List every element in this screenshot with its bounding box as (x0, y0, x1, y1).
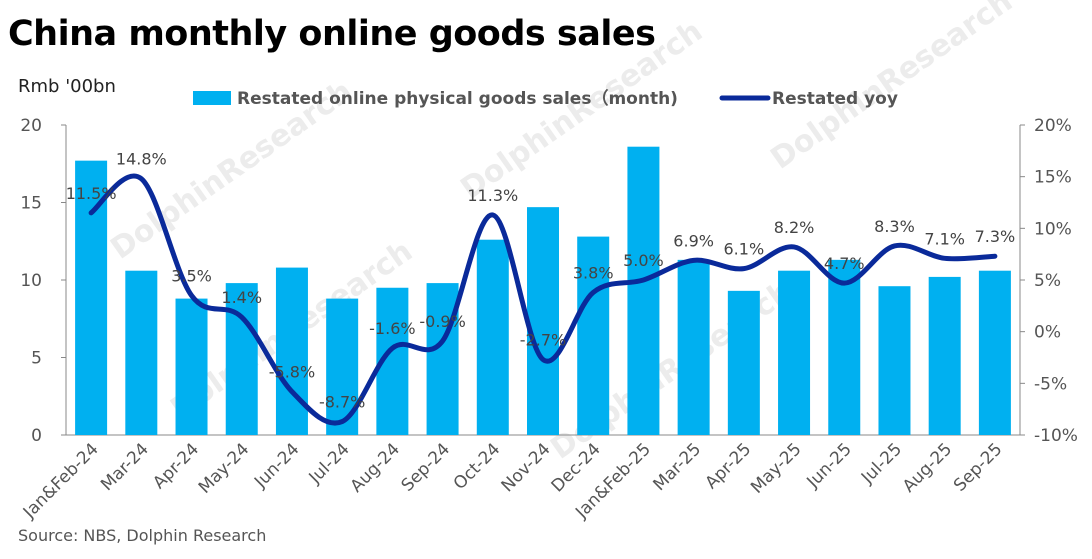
x-tick-label: Jul-25 (857, 439, 906, 488)
x-tick-label: Sep-25 (950, 439, 1006, 495)
yoy-data-label: 3.8% (573, 263, 614, 282)
bar (878, 286, 911, 435)
legend-bar-label: Restated online physical goods sales（mon… (237, 88, 678, 109)
left-axis-unit: Rmb '00bn (18, 76, 116, 97)
left-tick-label: 15 (20, 194, 42, 214)
yoy-data-label: -2.7% (520, 331, 566, 350)
yoy-data-label: 8.3% (874, 217, 915, 236)
x-tick-label: May-24 (195, 439, 253, 497)
x-tick-label: May-25 (747, 439, 805, 497)
legend-line-label: Restated yoy (772, 89, 898, 109)
legend-bar-swatch (193, 91, 231, 105)
yoy-data-label: 6.9% (673, 231, 714, 250)
bar (125, 270, 158, 435)
bar (677, 259, 710, 435)
left-tick-label: 20 (20, 116, 42, 136)
yoy-data-label: 14.8% (116, 150, 167, 169)
x-tick-label: Aug-25 (899, 439, 956, 496)
left-tick-label: 5 (31, 349, 42, 369)
bar (978, 270, 1011, 435)
left-tick-label: 0 (31, 426, 42, 446)
x-tick-label: Jun-24 (250, 439, 303, 492)
right-tick-label: 10% (1034, 219, 1072, 239)
source-note: Source: NBS, Dolphin Research (18, 526, 267, 545)
x-tick-label: Mar-24 (97, 439, 153, 495)
x-tick-label: Jun-25 (803, 439, 856, 492)
bar (75, 160, 108, 435)
x-tick-label: Sep-24 (398, 439, 454, 495)
x-tick-label: Nov-24 (498, 439, 555, 496)
yoy-data-label: 7.3% (975, 227, 1016, 246)
yoy-data-label: 5.0% (623, 251, 664, 270)
right-tick-label: -10% (1034, 426, 1078, 446)
x-tick-label: Oct-24 (450, 439, 505, 494)
bar (778, 270, 811, 435)
yoy-data-label: 7.1% (924, 229, 965, 248)
bar (275, 267, 308, 435)
left-tick-label: 10 (20, 271, 42, 291)
yoy-data-label: -5.8% (269, 363, 315, 382)
bar (175, 298, 208, 435)
bar (476, 239, 509, 435)
yoy-data-label: -1.6% (369, 319, 415, 338)
x-tick-label: Jan&Feb-24 (19, 439, 103, 523)
right-tick-label: 0% (1034, 323, 1061, 343)
bar (527, 207, 559, 435)
yoy-data-label: 1.4% (221, 288, 262, 307)
right-tick-label: -5% (1034, 374, 1067, 394)
bar (426, 283, 459, 435)
bar (928, 276, 961, 435)
right-tick-label: 5% (1034, 271, 1061, 291)
right-tick-label: 15% (1034, 168, 1072, 188)
watermark: DolphinResearch (455, 14, 709, 207)
right-tick-label: 20% (1034, 116, 1072, 136)
bar (627, 146, 660, 435)
bar (727, 290, 760, 435)
yoy-data-label: 6.1% (724, 240, 765, 259)
yoy-data-label: -0.9% (419, 312, 465, 331)
yoy-data-label: 4.7% (824, 254, 865, 273)
bar (577, 236, 610, 435)
x-tick-label: Aug-24 (347, 439, 404, 496)
yoy-data-label: 8.2% (774, 218, 815, 237)
yoy-data-label: 11.3% (467, 186, 518, 205)
yoy-data-label: -8.7% (319, 393, 365, 412)
bar (828, 259, 861, 435)
x-tick-label: Mar-25 (649, 439, 705, 495)
yoy-data-label: 3.5% (171, 267, 212, 286)
yoy-line (88, 173, 998, 426)
x-tick-label: Jul-24 (305, 439, 354, 488)
yoy-data-label: 11.5% (66, 184, 117, 203)
chart-title: China monthly online goods sales (8, 14, 656, 54)
